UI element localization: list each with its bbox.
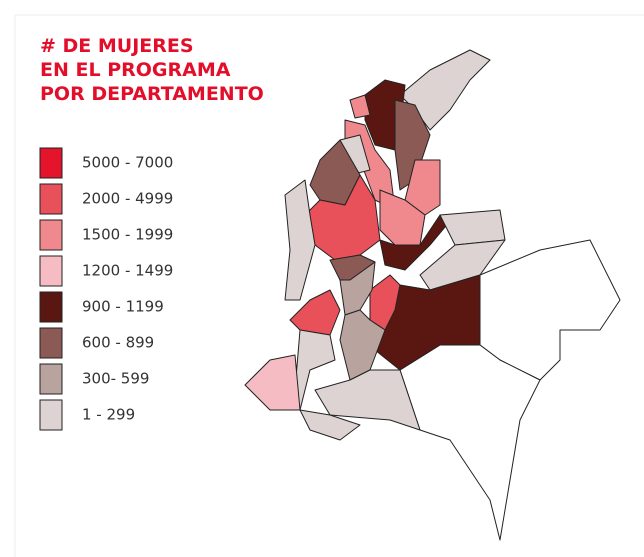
region	[374, 274, 481, 371]
region	[314, 369, 421, 431]
legend-swatch	[39, 399, 63, 431]
legend-swatch	[39, 255, 63, 287]
region	[349, 94, 371, 119]
region	[304, 174, 381, 261]
region	[284, 179, 316, 301]
map	[244, 49, 621, 541]
legend-label: 600 - 899	[82, 334, 154, 352]
region	[244, 354, 301, 411]
legend-swatch	[39, 291, 63, 323]
title-line: POR DEPARTAMENTO	[40, 83, 264, 105]
legend-label: 2000 - 4999	[82, 190, 173, 208]
region	[299, 409, 361, 441]
legend-label: 1 - 299	[82, 406, 135, 424]
region	[404, 159, 441, 216]
legend-swatch	[39, 183, 63, 215]
legend-label: 1500 - 1999	[82, 226, 173, 244]
legend-swatch	[39, 219, 63, 251]
legend-label: 5000 - 7000	[82, 154, 173, 172]
legend-label: 300- 599	[82, 370, 149, 388]
legend: 5000 - 7000 2000 - 4999 1500 - 1999 1200 - …	[39, 147, 173, 431]
legend-swatch	[39, 327, 63, 359]
title-line: # DE MUJERES	[40, 35, 194, 57]
legend-label: 1200 - 1499	[82, 262, 173, 280]
title-line: EN EL PROGRAMA	[40, 59, 231, 81]
legend-label: 900 - 1199	[82, 298, 164, 316]
region	[419, 239, 506, 291]
legend-swatch	[39, 363, 63, 395]
legend-swatch	[39, 147, 63, 179]
